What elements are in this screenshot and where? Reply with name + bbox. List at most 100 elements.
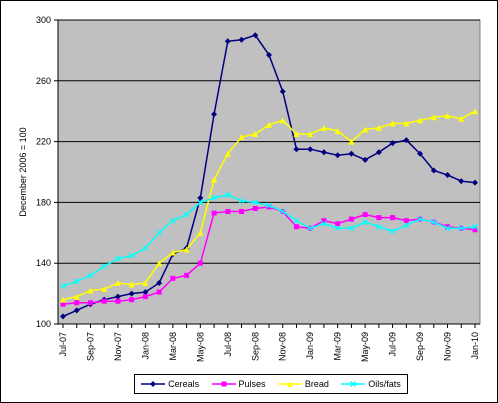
x-tick-label-nov-08: Nov-08 [278, 332, 288, 361]
point-bread-jan-09 [307, 131, 314, 137]
x-tick-label-sep-07: Sep-07 [85, 332, 95, 361]
point-pulses-jan-10 [472, 227, 478, 233]
y-tick-label-220: 220 [36, 137, 51, 147]
point-cereals-jul-07 [60, 313, 66, 320]
point-bread-feb-08 [156, 260, 163, 267]
point-pulses-apr-08 [184, 272, 190, 278]
point-cereals-nov-07 [114, 293, 121, 300]
point-bread-dec-07 [128, 281, 135, 288]
point-oils-fats-mar-08 [169, 217, 176, 224]
point-bread-sep-08 [252, 131, 259, 137]
x-tick-label-jul-09: Jul-09 [388, 332, 398, 357]
point-pulses-mar-08 [170, 275, 176, 281]
legend-swatch-cereals [141, 381, 166, 387]
point-oils-fats-may-09 [362, 219, 369, 226]
point-cereals-jan-09 [307, 146, 314, 153]
point-bread-nov-08 [279, 117, 286, 124]
point-oils-fats-aug-08 [238, 197, 245, 204]
point-oils-fats-jan-08 [142, 245, 149, 251]
point-cereals-aug-07 [73, 307, 80, 314]
point-bread-aug-07 [73, 293, 80, 300]
legend-swatch-pulses [211, 381, 236, 387]
point-cereals-jul-08 [224, 38, 231, 45]
point-pulses-dec-08 [293, 224, 299, 230]
point-oils-fats-sep-09 [417, 216, 423, 223]
point-bread-sep-09 [417, 117, 424, 124]
point-cereals-jul-09 [389, 140, 396, 147]
point-cereals-jan-10 [472, 179, 478, 186]
x-tick-label-may-09: May-09 [360, 332, 370, 362]
point-bread-dec-08 [293, 131, 300, 137]
legend: Cereals Pulses Bread Oils/fats [134, 374, 408, 394]
x-tick-label-nov-09: Nov-09 [443, 332, 453, 361]
point-pulses-jan-08 [142, 294, 148, 300]
point-cereals-apr-09 [348, 150, 355, 157]
point-cereals-sep-08 [252, 32, 259, 39]
point-bread-jul-07 [60, 296, 66, 303]
point-oils-fats-oct-08 [266, 202, 272, 209]
point-oils-fats-feb-09 [321, 220, 327, 227]
point-oils-fats-jan-09 [307, 225, 314, 232]
point-bread-mar-09 [334, 127, 341, 134]
point-cereals-oct-09 [430, 167, 437, 174]
point-oils-fats-aug-07 [73, 278, 80, 285]
point-pulses-nov-09 [445, 224, 451, 230]
point-cereals-dec-07 [128, 290, 135, 297]
point-bread-apr-08 [183, 246, 190, 253]
series-cereals [60, 32, 478, 320]
point-oils-fats-aug-09 [403, 222, 410, 229]
x-tick-label-may-08: May-08 [195, 332, 205, 362]
point-cereals-jun-08 [211, 111, 218, 118]
point-pulses-aug-08 [239, 209, 245, 215]
point-pulses-jul-07 [60, 301, 66, 307]
point-oils-fats-feb-08 [156, 229, 163, 236]
x-tick-label-jan-08: Jan-08 [140, 332, 150, 360]
point-oils-fats-mar-09 [334, 225, 341, 232]
x-tick-label-jan-10: Jan-10 [470, 332, 480, 360]
point-cereals-mar-09 [334, 152, 341, 159]
point-oils-fats-nov-07 [115, 255, 121, 262]
legend-item-bread: Bread [277, 379, 329, 389]
y-tick-label-140: 140 [36, 258, 51, 268]
point-bread-oct-08 [266, 121, 272, 128]
point-cereals-sep-09 [417, 150, 424, 157]
point-pulses-apr-09 [348, 216, 354, 222]
x-tick-label-nov-07: Nov-07 [113, 332, 123, 361]
point-oils-fats-jul-07 [60, 283, 66, 289]
point-oils-fats-jun-09 [375, 223, 382, 230]
point-oils-fats-dec-08 [293, 217, 300, 224]
x-tick-label-jul-08: Jul-08 [223, 332, 233, 357]
legend-item-pulses: Pulses [211, 379, 266, 389]
point-pulses-oct-08 [266, 204, 272, 210]
point-pulses-nov-07 [115, 298, 121, 304]
x-tick-label-sep-08: Sep-08 [250, 332, 260, 361]
plot-area [57, 19, 481, 325]
x-tick-label-jul-07: Jul-07 [58, 332, 68, 357]
point-pulses-mar-09 [335, 221, 341, 227]
point-pulses-aug-09 [403, 218, 409, 224]
point-bread-jan-10 [472, 108, 478, 115]
point-bread-nov-09 [444, 112, 451, 119]
point-cereals-jan-08 [142, 289, 149, 296]
point-cereals-aug-09 [403, 137, 410, 144]
point-pulses-oct-07 [101, 298, 107, 304]
point-cereals-nov-08 [279, 88, 286, 95]
point-oils-fats-jun-08 [211, 194, 217, 201]
y-tick-label-100: 100 [36, 319, 51, 329]
legend-label-cereals: Cereals [168, 379, 200, 389]
point-cereals-aug-08 [238, 36, 245, 43]
point-pulses-jun-08 [211, 210, 217, 216]
point-oils-fats-may-08 [197, 199, 204, 206]
point-bread-sep-07 [87, 287, 94, 294]
point-bread-may-08 [197, 229, 204, 236]
point-oils-fats-nov-08 [279, 208, 286, 215]
point-bread-jul-09 [389, 120, 396, 127]
point-oils-fats-oct-07 [101, 263, 108, 270]
point-cereals-may-09 [362, 156, 369, 163]
legend-swatch-oils-fats [341, 380, 366, 388]
point-bread-mar-08 [169, 249, 176, 256]
point-oils-fats-sep-08 [252, 199, 259, 206]
point-cereals-dec-08 [293, 146, 300, 153]
point-cereals-dec-09 [458, 178, 465, 185]
